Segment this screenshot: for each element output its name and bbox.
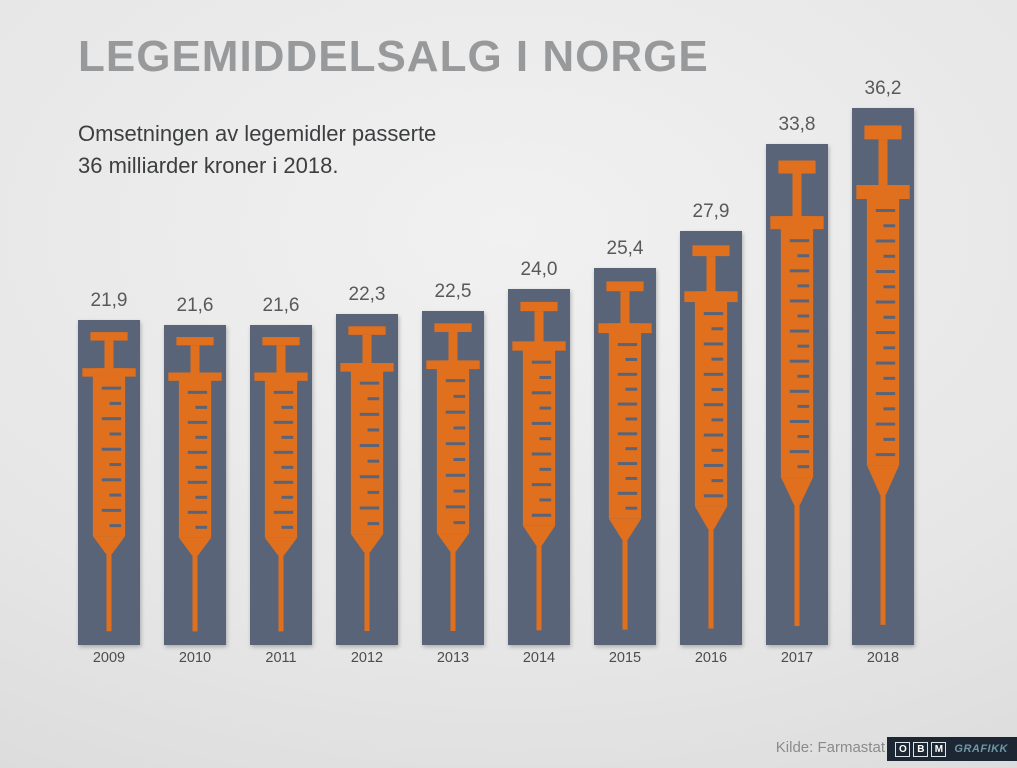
page-title: LEGEMIDDELSALG I NORGE <box>78 32 709 81</box>
bar-2010 <box>164 325 226 645</box>
bar-value-label: 33,8 <box>778 114 816 135</box>
syringe-icon <box>512 301 566 631</box>
syringe-icon <box>340 326 394 632</box>
bar-year-label: 2014 <box>522 650 556 666</box>
syringe-icon <box>82 332 136 632</box>
bar-2009 <box>78 320 140 645</box>
bar-value-label: 22,5 <box>434 281 472 302</box>
bar-year-label: 2011 <box>265 650 297 666</box>
bar-2012 <box>336 314 398 645</box>
obm-grafikk-logo: O B M GRAFIKK <box>887 737 1017 761</box>
bar-year-label: 2018 <box>866 650 900 666</box>
bar-year-label: 2015 <box>608 650 642 666</box>
logo-letter-o: O <box>895 741 911 757</box>
bar-year-label: 2017 <box>780 650 814 666</box>
bar-value-label: 22,3 <box>348 284 386 305</box>
bar-2014 <box>508 289 570 645</box>
logo-letter-m: M <box>931 741 947 757</box>
syringe-icon <box>254 337 308 632</box>
source-credit: Kilde: Farmastat <box>775 739 885 756</box>
syringe-icon <box>168 337 222 632</box>
syringe-icon <box>684 245 738 629</box>
bar-year-label: 2016 <box>694 650 728 666</box>
chart-subtitle: Omsetningen av legemidler passerte 36 mi… <box>78 118 436 182</box>
bar-value-label: 25,4 <box>606 238 644 259</box>
bar-2018 <box>852 108 914 645</box>
bar-2017 <box>766 144 828 645</box>
bar-value-label: 36,2 <box>864 78 902 99</box>
syringe-icon <box>856 125 910 625</box>
bar-value-label: 21,6 <box>176 295 214 316</box>
subtitle-line-1: Omsetningen av legemidler passerte <box>78 121 437 146</box>
bar-year-label: 2013 <box>436 650 470 666</box>
bar-2015 <box>594 268 656 645</box>
logo-text: GRAFIKK <box>954 743 1008 755</box>
bar-value-label: 21,6 <box>262 295 300 316</box>
bar-year-label: 2012 <box>350 650 384 666</box>
bar-value-label: 24,0 <box>520 259 558 280</box>
bar-2016 <box>680 231 742 645</box>
bar-value-label: 27,9 <box>692 201 730 222</box>
syringe-icon <box>598 281 652 630</box>
bar-value-label: 21,9 <box>90 290 128 311</box>
bar-2013 <box>422 311 484 645</box>
logo-letter-b: B <box>913 741 929 757</box>
bar-year-label: 2009 <box>92 650 126 666</box>
subtitle-line-2: 36 milliarder kroner i 2018. <box>78 153 339 178</box>
syringe-icon <box>770 160 824 626</box>
bar-2011 <box>250 325 312 645</box>
syringe-icon <box>426 323 480 631</box>
bar-year-label: 2010 <box>178 650 212 666</box>
